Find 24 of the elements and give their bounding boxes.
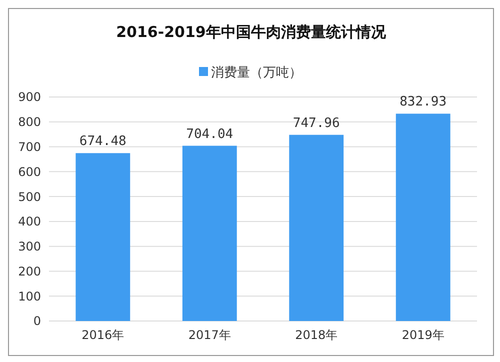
data-label: 704.04 xyxy=(186,126,234,142)
x-tick-label: 2018年 xyxy=(295,328,338,342)
bar xyxy=(396,114,450,321)
y-tick-label: 0 xyxy=(33,314,41,328)
bar xyxy=(76,153,130,321)
y-tick-label: 300 xyxy=(18,240,41,254)
bar xyxy=(289,134,344,321)
y-tick-label: 200 xyxy=(18,264,41,278)
chart-title: 2016-2019年中国牛肉消费量统计情况 xyxy=(116,23,387,41)
y-tick-label: 900 xyxy=(18,90,41,104)
y-tick-label: 800 xyxy=(18,115,41,130)
data-label: 674.48 xyxy=(79,134,126,150)
data-label: 832.93 xyxy=(400,94,447,110)
y-tick-label: 400 xyxy=(18,214,41,229)
x-tick-label: 2016年 xyxy=(82,328,124,342)
bar xyxy=(182,146,237,321)
y-tick-label: 700 xyxy=(18,140,41,154)
data-label: 747.96 xyxy=(292,116,340,131)
legend-label: 消费量（万吨） xyxy=(211,66,302,81)
y-tick-label: 600 xyxy=(18,164,41,179)
y-tick-label: 100 xyxy=(18,289,41,304)
y-tick-label: 500 xyxy=(18,190,41,204)
x-tick-label: 2019年 xyxy=(402,328,444,342)
x-tick-label: 2017年 xyxy=(188,328,231,342)
